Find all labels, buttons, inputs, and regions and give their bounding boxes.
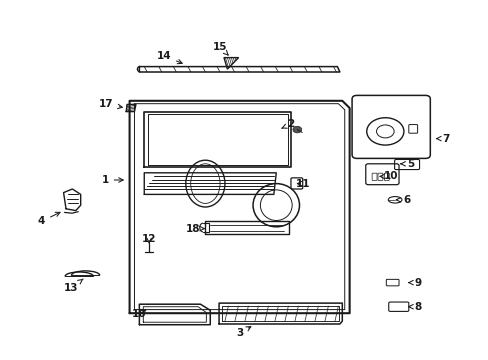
Circle shape (292, 126, 301, 133)
Text: 1: 1 (102, 175, 123, 185)
Text: 2: 2 (281, 119, 294, 129)
Text: 12: 12 (142, 234, 156, 244)
Text: 10: 10 (379, 171, 398, 181)
Text: 5: 5 (400, 159, 413, 169)
Text: 6: 6 (395, 195, 409, 205)
Text: 16: 16 (132, 309, 146, 319)
Text: 7: 7 (435, 134, 449, 144)
Text: 9: 9 (408, 278, 421, 288)
Text: 14: 14 (156, 51, 182, 64)
Text: 8: 8 (408, 302, 421, 312)
Text: 17: 17 (99, 99, 122, 109)
Text: 3: 3 (236, 327, 250, 338)
Text: 15: 15 (212, 42, 227, 55)
Text: 11: 11 (295, 179, 310, 189)
Text: 4: 4 (38, 212, 60, 226)
Text: 13: 13 (63, 279, 83, 293)
Text: 18: 18 (185, 224, 204, 234)
